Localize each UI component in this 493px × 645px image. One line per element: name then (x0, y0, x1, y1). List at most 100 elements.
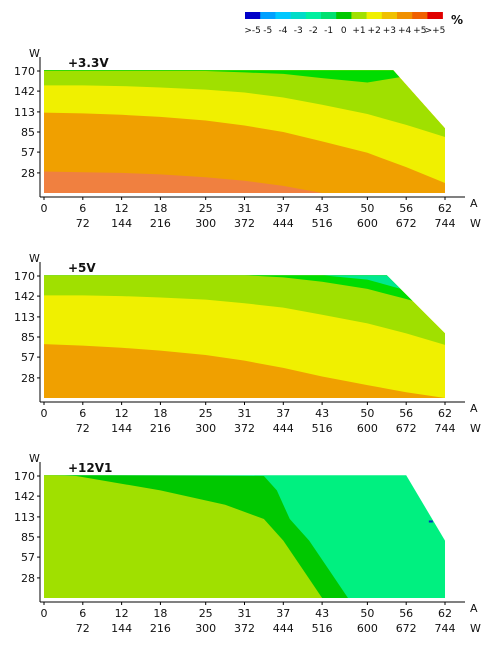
legend-label: -4 (279, 26, 288, 36)
x-tick-label: 18 (153, 407, 167, 420)
y-tick-label: 85 (21, 531, 35, 544)
y-tick-label: 113 (14, 511, 35, 524)
y-unit-label: W (29, 47, 40, 60)
y-tick-label: 85 (21, 126, 35, 139)
y-tick-label: 57 (21, 551, 35, 564)
chart-12v1: +12V1 W 28 57 85 113 142 170 0 6 12 18 25 31 37 43 50 56 6… (14, 452, 481, 635)
x2-tick-label: 216 (150, 422, 171, 435)
chart-3v3: +3.3V W 28 57 85 113 142 170 0 6 12 18 25 31 37 43 50 56 6… (14, 47, 481, 230)
x2-tick-label: 516 (312, 422, 333, 435)
x2-tick-label: 744 (435, 422, 456, 435)
x-tick-label: 25 (199, 202, 213, 215)
legend-label: >-5 (244, 26, 261, 36)
x-tick-label: 6 (79, 407, 86, 420)
legend-swatch (336, 12, 352, 19)
x2-tick-label: 516 (312, 217, 333, 230)
legend-swatch (351, 12, 367, 19)
legend-label: +2 (368, 26, 381, 36)
x-tick-label: 62 (438, 407, 452, 420)
x-tick-label: 56 (399, 407, 413, 420)
x-tick-label: 43 (315, 202, 329, 215)
x-tick-label: 50 (360, 202, 374, 215)
x2-tick-label: 300 (195, 217, 216, 230)
legend-labels: >-5 -5 -4 -3 -2 -1 0 +1 +2 +3 +4 +5>+5 (244, 26, 445, 36)
legend-label: 0 (341, 26, 347, 36)
heatmap-plot (44, 475, 445, 598)
legend-swatch (245, 12, 261, 19)
heatmap-artifact (428, 520, 433, 523)
x-tick-label: 12 (115, 407, 129, 420)
y-tick-label: 170 (14, 65, 35, 78)
x2-tick-label: 444 (273, 622, 294, 635)
legend-label: -1 (324, 26, 333, 36)
x-tick-label: 6 (79, 607, 86, 620)
heatmap-zone (44, 275, 445, 311)
y-tick-label: 113 (14, 106, 35, 119)
legend-label: -2 (309, 26, 318, 36)
y-tick-label: 57 (21, 351, 35, 364)
chart-title: +12V1 (68, 461, 112, 475)
chart-title: +3.3V (68, 56, 109, 70)
x2-tick-label: 372 (234, 622, 255, 635)
chart-title: +5V (68, 261, 96, 275)
legend-label: -5 (263, 26, 272, 36)
legend-unit: % (451, 13, 463, 27)
x-tick-label: 56 (399, 202, 413, 215)
x-tick-label: 37 (276, 607, 290, 620)
heatmap-zone (44, 275, 445, 345)
y-tick-label: 170 (14, 270, 35, 283)
x-tick-label: 62 (438, 607, 452, 620)
x-tick-label: 0 (41, 202, 48, 215)
legend-swatches (245, 12, 443, 19)
legend-swatch (305, 12, 322, 19)
x-tick-label: 37 (276, 202, 290, 215)
heatmap-zone (44, 70, 445, 138)
x2-tick-label: 744 (435, 622, 456, 635)
x-tick-label: 0 (41, 407, 48, 420)
x2-tick-label: 672 (396, 622, 417, 635)
y-tick-label: 85 (21, 331, 35, 344)
x-tick-label: 43 (315, 607, 329, 620)
x2-tick-label: 600 (357, 422, 378, 435)
x-tick-label: 37 (276, 407, 290, 420)
x-tick-label: 31 (238, 202, 252, 215)
legend-label: -3 (294, 26, 303, 36)
x-unit-label: A (470, 602, 478, 615)
x-tick-label: 56 (399, 607, 413, 620)
x2-tick-label: 144 (111, 422, 132, 435)
x-tick-label: 12 (115, 607, 129, 620)
legend-swatch (275, 12, 291, 19)
x-tick-label: 31 (238, 607, 252, 620)
x2-tick-label: 444 (273, 422, 294, 435)
x2-tick-label: 516 (312, 622, 333, 635)
x2-tick-label: 372 (234, 217, 255, 230)
x2-tick-label: 300 (195, 422, 216, 435)
heatmap-zone (44, 475, 323, 598)
x-tick-label: 25 (199, 607, 213, 620)
x-tick-label: 50 (360, 607, 374, 620)
legend-swatch (321, 12, 337, 19)
x2-tick-label: 744 (435, 217, 456, 230)
x-tick-label: 0 (41, 607, 48, 620)
x2-tick-label: 72 (76, 217, 90, 230)
x-tick-label: 12 (115, 202, 129, 215)
x-tick-label: 31 (238, 407, 252, 420)
y-tick-label: 28 (21, 167, 35, 180)
legend-label: +1 (352, 26, 365, 36)
legend-label: +4 (398, 26, 412, 36)
x2-tick-label: 600 (357, 622, 378, 635)
x-tick-label: 6 (79, 202, 86, 215)
y-tick-label: 142 (14, 290, 35, 303)
x-tick-label: 62 (438, 202, 452, 215)
x2-tick-label: 372 (234, 422, 255, 435)
x-tick-label: 18 (153, 202, 167, 215)
legend-swatch (366, 12, 383, 19)
x2-tick-label: 600 (357, 217, 378, 230)
x-tick-label: 43 (315, 407, 329, 420)
x2-tick-label: 444 (273, 217, 294, 230)
x2-tick-label: 72 (76, 622, 90, 635)
x-unit-label: A (470, 197, 478, 210)
legend-swatch (381, 12, 398, 19)
x-tick-label: 25 (199, 407, 213, 420)
x-unit-label: A (470, 402, 478, 415)
